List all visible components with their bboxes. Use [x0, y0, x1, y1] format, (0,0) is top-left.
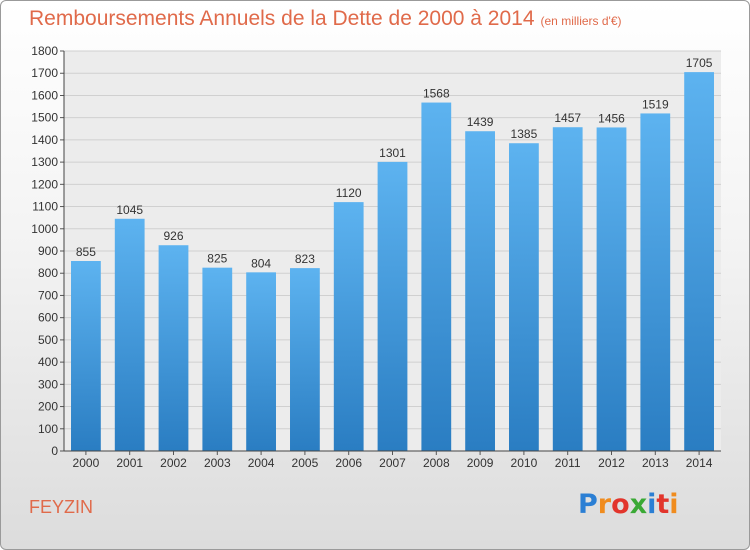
- y-tick-label: 600: [38, 311, 58, 325]
- data-label: 823: [295, 252, 315, 266]
- bar: [202, 267, 233, 451]
- x-tick-label: 2006: [335, 456, 362, 470]
- bar: [290, 268, 320, 451]
- chart-title-text: Remboursements Annuels de la Dette de 20…: [29, 7, 535, 30]
- bar: [552, 127, 583, 451]
- proxiti-logo: Proxiti: [578, 489, 679, 520]
- data-label: 1456: [598, 111, 625, 125]
- y-tick-label: 1600: [31, 88, 58, 102]
- chart-title: Remboursements Annuels de la Dette de 20…: [29, 7, 622, 31]
- data-label: 804: [251, 256, 271, 270]
- bar: [465, 131, 495, 451]
- data-label: 855: [76, 245, 96, 259]
- x-tick-label: 2001: [116, 456, 143, 470]
- logo-letter: r: [597, 489, 612, 520]
- x-tick-label: 2012: [598, 456, 625, 470]
- x-tick-label: 2010: [511, 456, 538, 470]
- data-label: 1568: [423, 87, 450, 101]
- data-label: 1457: [554, 111, 581, 125]
- data-label: 825: [207, 252, 227, 266]
- data-labels: 855 1045 926 825 804 823 1120 1301 1568 1439 1385 1…: [76, 56, 713, 270]
- x-tick-label: 2008: [423, 456, 450, 470]
- y-tick-label: 500: [38, 333, 58, 347]
- y-tick-label: 1200: [31, 177, 58, 191]
- bar: [684, 72, 714, 451]
- bar: [377, 161, 408, 451]
- y-tick-label: 1400: [31, 133, 58, 147]
- x-tick-label: 2011: [555, 456, 581, 470]
- y-tick-label: 1700: [31, 66, 58, 80]
- chart-subtitle: (en milliers d'€): [540, 14, 622, 28]
- bar: [114, 218, 145, 451]
- logo-letter: i: [647, 489, 657, 520]
- y-tick-label: 400: [38, 355, 58, 369]
- data-label: 926: [163, 229, 183, 243]
- x-axis: 2000 2001 2002 2003 2004 2005 2006 2007 2008 2009…: [64, 450, 721, 470]
- bar: [596, 127, 627, 451]
- location-label: FEYZIN: [29, 497, 94, 517]
- data-label: 1439: [467, 115, 494, 129]
- x-tick-label: 2013: [642, 456, 669, 470]
- bar: [509, 143, 539, 451]
- logo-letter: x: [629, 489, 648, 520]
- y-tick-label: 0: [51, 444, 58, 458]
- x-tick-label: 2007: [379, 456, 406, 470]
- data-label: 1705: [686, 56, 713, 70]
- x-tick-label: 2002: [160, 456, 187, 470]
- data-label: 1045: [116, 203, 143, 217]
- y-tick-label: 1100: [32, 200, 58, 214]
- bar: [246, 272, 276, 451]
- x-tick-label: 2014: [686, 456, 713, 470]
- logo-letter: t: [656, 489, 670, 520]
- bar: [640, 113, 671, 451]
- x-tick-label: 2009: [467, 456, 494, 470]
- y-tick-label: 900: [38, 244, 58, 258]
- logo-letter: i: [669, 489, 679, 520]
- y-tick-label: 100: [38, 422, 58, 436]
- y-tick-label: 1300: [31, 155, 58, 169]
- bar: [71, 261, 101, 451]
- x-tick-label: 2003: [204, 456, 231, 470]
- data-label: 1301: [379, 146, 406, 160]
- y-tick-label: 200: [38, 400, 58, 414]
- bars: [71, 72, 714, 452]
- y-tick-label: 700: [38, 288, 58, 302]
- x-tick-label: 2005: [292, 456, 319, 470]
- bar: [333, 202, 364, 451]
- logo-letter: P: [578, 489, 598, 520]
- y-tick-label: 1000: [31, 222, 58, 236]
- data-label: 1120: [336, 186, 362, 200]
- y-tick-label: 300: [38, 377, 58, 391]
- logo-letter: o: [611, 489, 630, 520]
- x-tick-label: 2000: [73, 456, 100, 470]
- bar: [421, 102, 452, 452]
- y-tick-label: 1500: [31, 111, 58, 125]
- data-label: 1385: [511, 127, 538, 141]
- y-axis: 0 100 200 300 400 500 600 700 800 900 1000 1100 1200…: [31, 44, 65, 458]
- y-tick-label: 800: [38, 266, 58, 280]
- bar: [158, 245, 189, 451]
- x-tick-label: 2004: [248, 456, 275, 470]
- y-tick-label: 1800: [31, 44, 58, 58]
- data-label: 1519: [642, 97, 669, 111]
